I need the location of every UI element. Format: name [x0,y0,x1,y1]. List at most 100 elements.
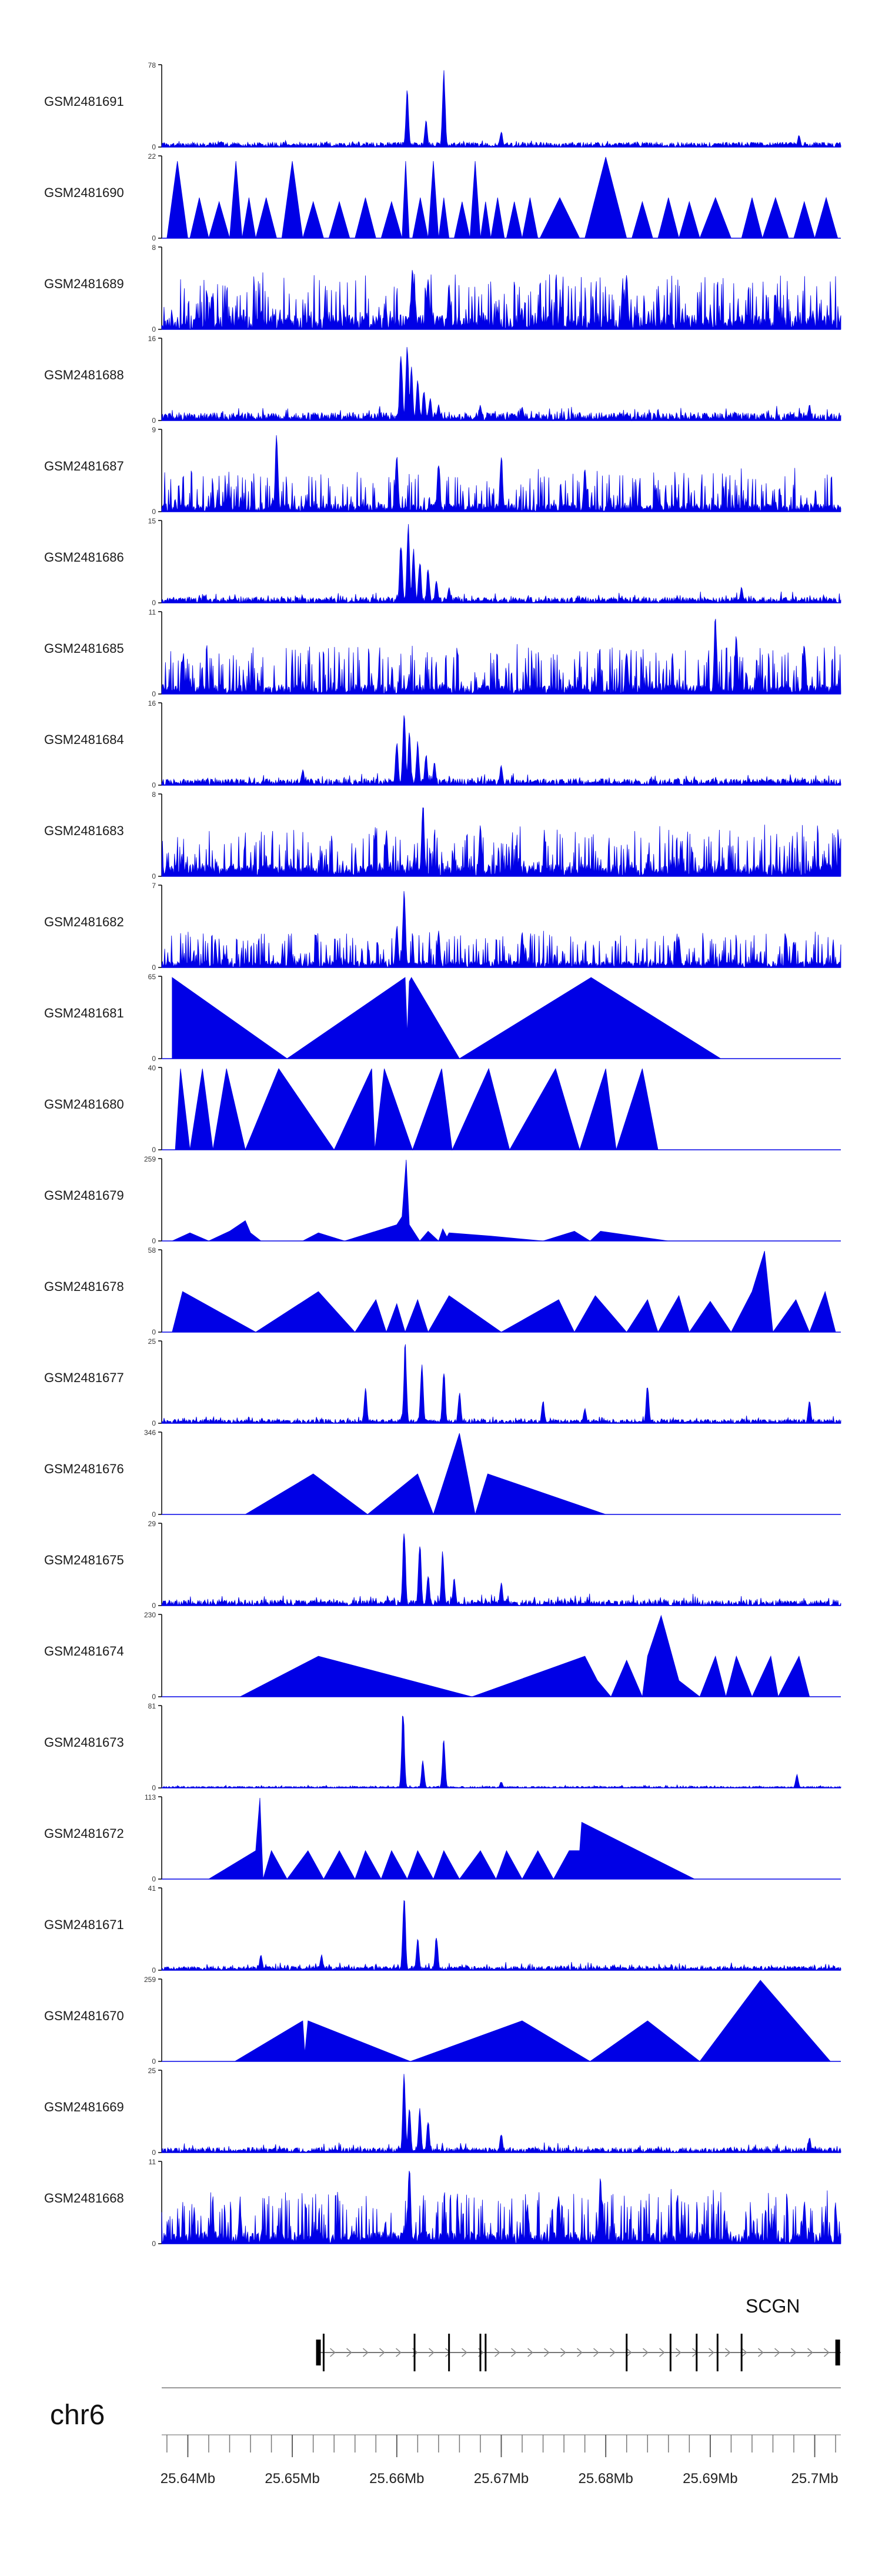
track-label: GSM2481671 [44,1917,124,1932]
strand-arrow [445,2348,451,2357]
y-zero-label: 0 [152,781,156,789]
x-tick-label: 25.69Mb [683,2471,737,2487]
y-max-label: 8 [152,790,156,799]
gene-model: SCGN [316,2295,841,2371]
track-GSM2481674: GSM2481674 230 0 [44,1611,841,1701]
signal-area [161,807,841,877]
y-zero-label: 0 [152,1055,156,1063]
track-GSM2481686: GSM2481686 15 0 [44,517,841,607]
track-label: GSM2481672 [44,1826,124,1841]
track-GSM2481683: GSM2481683 8 0 [44,790,841,880]
y-max-label: 259 [144,1155,156,1163]
y-max-label: 25 [148,2067,156,2075]
gene-exon [485,2334,487,2371]
y-zero-label: 0 [152,325,156,333]
signal-area [166,156,838,239]
strand-arrow [462,2348,467,2357]
y-max-label: 41 [148,1884,156,1893]
track-GSM2481668: GSM2481668 11 0 [44,2158,841,2248]
gene-exon [669,2334,671,2371]
track-label: GSM2481670 [44,2008,124,2023]
y-zero-label: 0 [152,872,156,880]
strand-arrow [791,2348,797,2357]
track-GSM2481677: GSM2481677 25 0 [44,1337,841,1427]
signal-area [161,1900,841,1971]
gene-exon [448,2334,450,2371]
track-label: GSM2481677 [44,1370,124,1385]
y-max-label: 346 [144,1429,156,1437]
signal-area [161,1533,841,1607]
strand-arrow [511,2348,517,2357]
y-zero-label: 0 [152,1146,156,1154]
track-GSM2481684: GSM2481684 16 0 [44,699,841,789]
strand-arrow [610,2348,616,2357]
strand-arrow [593,2348,599,2357]
signal-tracks: GSM2481691780GSM2481690220GSM248168980GS… [44,61,841,2248]
y-zero-label: 0 [152,963,156,972]
x-tick-label: 25.67Mb [474,2471,529,2487]
x-tick-label: 25.66Mb [369,2471,424,2487]
y-max-label: 8 [152,243,156,252]
y-zero-label: 0 [152,2240,156,2248]
strand-arrow [643,2348,649,2357]
signal-area [161,2074,841,2154]
y-max-label: 9 [152,426,156,434]
chromosome-label: chr6 [50,2400,105,2431]
gene-exon [740,2334,743,2371]
gene-exon [322,2334,325,2371]
track-GSM2481690: GSM2481690 22 0 [44,152,841,242]
y-max-label: 15 [148,517,156,525]
track-GSM2481676: GSM2481676 346 0 [44,1429,841,1519]
strand-arrow [741,2348,747,2357]
track-label: GSM2481685 [44,641,124,656]
strand-arrow [626,2348,632,2357]
strand-arrow [676,2348,681,2357]
signal-area [240,1614,810,1698]
y-zero-label: 0 [152,1693,156,1701]
y-max-label: 16 [148,699,156,708]
y-max-label: 230 [144,1611,156,1619]
signal-area [208,1797,695,1880]
y-zero-label: 0 [152,690,156,698]
track-GSM2481691: GSM2481691 78 0 [44,61,841,151]
strand-arrow [807,2348,813,2357]
x-tick-label: 25.7Mb [791,2471,838,2487]
track-label: GSM2481682 [44,915,124,929]
track-GSM2481680: GSM2481680 40 0 [44,1064,841,1154]
signal-area [172,977,722,1059]
y-zero-label: 0 [152,1784,156,1792]
y-zero-label: 0 [152,599,156,607]
strand-arrow [363,2348,369,2357]
track-GSM2481670: GSM2481670 259 0 [44,1976,841,2066]
strand-arrow [495,2348,500,2357]
track-GSM2481675: GSM2481675 29 0 [44,1520,841,1610]
strand-arrow [527,2348,533,2357]
track-label: GSM2481676 [44,1461,124,1476]
y-zero-label: 0 [152,1601,156,1610]
strand-arrow [379,2348,385,2357]
strand-arrow [346,2348,352,2357]
gene-exon [696,2334,698,2371]
gene-exon [316,2340,321,2365]
y-zero-label: 0 [152,1875,156,1883]
y-zero-label: 0 [152,1328,156,1336]
y-max-label: 29 [148,1520,156,1528]
track-label: GSM2481673 [44,1735,124,1750]
track-GSM2481681: GSM2481681 65 0 [44,973,841,1063]
y-max-label: 259 [144,1976,156,1984]
strand-arrow [577,2348,583,2357]
track-GSM2481678: GSM2481678 58 0 [44,1246,841,1336]
track-GSM2481671: GSM2481671 41 0 [44,1884,841,1974]
track-GSM2481672: GSM2481672 113 0 [44,1793,841,1883]
strand-arrow [824,2348,830,2357]
track-GSM2481679: GSM2481679 259 0 [44,1155,841,1245]
signal-area [161,347,841,422]
gene-exon [413,2334,416,2371]
track-GSM2481685: GSM2481685 11 0 [44,608,841,698]
strand-arrow [396,2348,402,2357]
signal-area [161,1716,841,1788]
y-zero-label: 0 [152,234,156,242]
track-GSM2481682: GSM2481682 7 0 [44,882,841,972]
track-label: GSM2481674 [44,1644,124,1659]
track-GSM2481673: GSM2481673 81 0 [44,1702,841,1792]
